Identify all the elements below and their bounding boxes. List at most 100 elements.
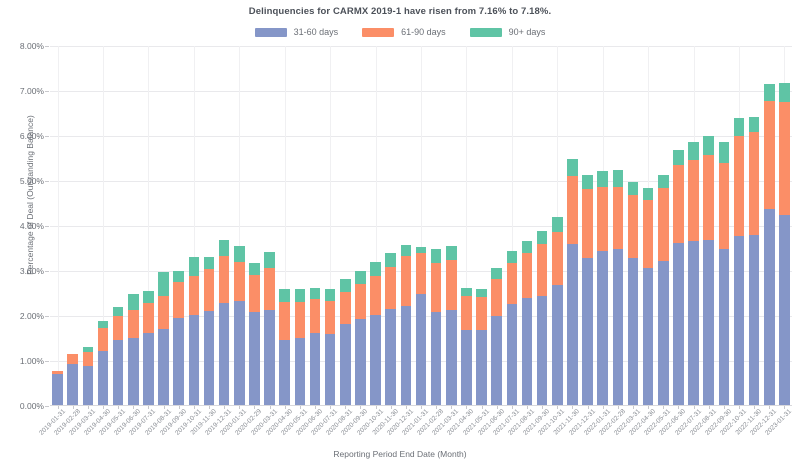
bar-group[interactable] [67, 353, 78, 406]
bar-segment-2[interactable] [597, 171, 608, 188]
bar-segment-2[interactable] [703, 136, 714, 155]
bar-segment-0[interactable] [158, 328, 169, 406]
bar-group[interactable] [339, 279, 351, 406]
bar-group[interactable] [506, 251, 518, 406]
bar-segment-2[interactable] [112, 307, 124, 317]
bar-segment-1[interactable] [355, 284, 366, 320]
bar-segment-1[interactable] [657, 188, 669, 262]
bar-segment-1[interactable] [430, 262, 442, 312]
bar-group[interactable] [703, 136, 714, 406]
bar-segment-2[interactable] [627, 181, 639, 195]
bar-segment-0[interactable] [294, 337, 306, 406]
bar-segment-2[interactable] [582, 175, 593, 190]
bar-segment-2[interactable] [203, 256, 215, 270]
bar-group[interactable] [476, 289, 487, 406]
bar-segment-1[interactable] [309, 298, 321, 334]
bar-segment-0[interactable] [551, 284, 563, 406]
bar-segment-0[interactable] [688, 240, 699, 406]
legend-item-0[interactable]: 31-60 days [254, 27, 338, 37]
bar-segment-1[interactable] [612, 187, 624, 250]
bar-segment-0[interactable] [491, 316, 502, 406]
bar-segment-2[interactable] [476, 289, 487, 298]
bar-segment-2[interactable] [748, 117, 760, 132]
bar-segment-1[interactable] [476, 297, 487, 330]
bar-segment-1[interactable] [294, 301, 306, 338]
bar-segment-0[interactable] [112, 339, 124, 406]
bar-segment-2[interactable] [612, 170, 624, 188]
bar-segment-2[interactable] [82, 346, 94, 353]
bar-segment-2[interactable] [324, 289, 336, 301]
bar-segment-1[interactable] [370, 275, 381, 315]
bar-segment-0[interactable] [97, 351, 109, 406]
bar-group[interactable] [97, 321, 109, 406]
bar-segment-1[interactable] [506, 262, 518, 305]
bar-segment-1[interactable] [158, 296, 169, 329]
bar-segment-1[interactable] [688, 159, 699, 241]
bar-segment-0[interactable] [127, 337, 139, 406]
bar-group[interactable] [536, 230, 548, 406]
bar-segment-0[interactable] [642, 268, 654, 406]
bar-group[interactable] [718, 142, 730, 406]
bar-segment-0[interactable] [612, 249, 624, 406]
bar-segment-0[interactable] [445, 310, 457, 406]
bar-group[interactable] [627, 181, 639, 406]
bar-segment-0[interactable] [188, 314, 200, 406]
bar-segment-2[interactable] [188, 257, 200, 276]
bar-segment-1[interactable] [551, 232, 563, 285]
bar-segment-1[interactable] [491, 279, 502, 316]
bar-group[interactable] [400, 245, 412, 406]
bar-segment-0[interactable] [218, 302, 230, 406]
bar-segment-2[interactable] [97, 321, 109, 328]
bar-group[interactable] [324, 289, 336, 406]
bar-segment-1[interactable] [97, 327, 109, 352]
bar-segment-0[interactable] [627, 258, 639, 406]
bar-group[interactable] [657, 174, 669, 406]
bar-segment-1[interactable] [127, 309, 139, 338]
bar-segment-0[interactable] [264, 310, 275, 406]
bar-segment-2[interactable] [657, 174, 669, 189]
bar-group[interactable] [551, 217, 563, 406]
bar-segment-2[interactable] [718, 142, 730, 164]
bar-group[interactable] [52, 371, 63, 406]
bar-group[interactable] [294, 289, 306, 406]
bar-segment-2[interactable] [233, 246, 245, 262]
bar-segment-2[interactable] [733, 118, 745, 137]
bar-segment-1[interactable] [763, 101, 775, 210]
bar-segment-0[interactable] [476, 329, 487, 406]
bar-segment-2[interactable] [521, 240, 533, 254]
bar-segment-1[interactable] [445, 259, 457, 311]
bar-segment-0[interactable] [597, 251, 608, 406]
bar-group[interactable] [127, 293, 139, 406]
bar-segment-1[interactable] [82, 352, 94, 367]
bar-segment-1[interactable] [536, 244, 548, 296]
bar-segment-0[interactable] [143, 333, 154, 406]
bar-segment-0[interactable] [461, 330, 472, 406]
bar-segment-2[interactable] [642, 188, 654, 200]
bar-segment-2[interactable] [415, 246, 427, 253]
bar-segment-1[interactable] [143, 303, 154, 334]
bar-group[interactable] [733, 118, 745, 406]
bar-segment-1[interactable] [52, 371, 63, 374]
bar-segment-2[interactable] [536, 230, 548, 245]
bar-segment-0[interactable] [536, 295, 548, 406]
bar-group[interactable] [673, 149, 684, 406]
bar-segment-1[interactable] [627, 194, 639, 259]
bar-segment-1[interactable] [597, 187, 608, 252]
bar-group[interactable] [82, 346, 94, 406]
bar-segment-0[interactable] [779, 215, 790, 406]
bar-segment-2[interactable] [385, 253, 396, 268]
bar-group[interactable] [188, 257, 200, 406]
bar-segment-1[interactable] [461, 296, 472, 331]
bar-segment-2[interactable] [567, 158, 578, 176]
bar-segment-0[interactable] [415, 293, 427, 406]
bar-segment-1[interactable] [112, 316, 124, 340]
bar-group[interactable] [415, 246, 427, 406]
bar-segment-1[interactable] [733, 136, 745, 236]
legend-item-1[interactable]: 61-90 days [362, 27, 446, 37]
bar-segment-0[interactable] [430, 311, 442, 406]
bar-segment-2[interactable] [688, 141, 699, 160]
bar-segment-1[interactable] [385, 267, 396, 309]
bar-segment-1[interactable] [673, 165, 684, 243]
bar-group[interactable] [112, 307, 124, 406]
bar-segment-1[interactable] [279, 302, 290, 341]
